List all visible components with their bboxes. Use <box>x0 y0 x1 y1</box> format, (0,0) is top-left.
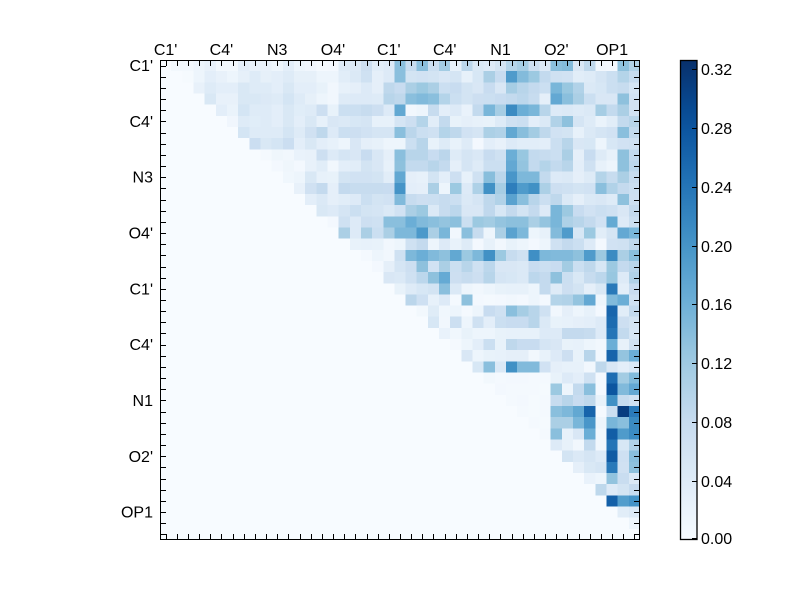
svg-text:C4': C4' <box>129 114 153 131</box>
svg-text:C4': C4' <box>433 42 457 59</box>
svg-text:0.20: 0.20 <box>701 239 732 256</box>
svg-text:0.28: 0.28 <box>701 121 732 138</box>
svg-text:0.08: 0.08 <box>701 415 732 432</box>
svg-text:O2': O2' <box>129 449 153 466</box>
svg-text:C1': C1' <box>154 42 178 59</box>
svg-text:O4': O4' <box>129 226 153 243</box>
svg-text:C1': C1' <box>377 42 401 59</box>
svg-text:C4': C4' <box>129 337 153 354</box>
svg-text:N1: N1 <box>133 393 154 410</box>
svg-text:0.32: 0.32 <box>701 62 732 79</box>
svg-text:0.00: 0.00 <box>701 531 732 548</box>
svg-text:0.04: 0.04 <box>701 474 732 491</box>
svg-text:O4': O4' <box>321 42 345 59</box>
svg-text:OP1: OP1 <box>596 42 628 59</box>
svg-text:OP1: OP1 <box>121 505 153 522</box>
svg-text:C1': C1' <box>129 58 153 75</box>
svg-text:N3: N3 <box>267 42 288 59</box>
svg-text:C4': C4' <box>210 42 234 59</box>
svg-text:N3: N3 <box>133 170 154 187</box>
svg-text:0.16: 0.16 <box>701 297 732 314</box>
svg-text:N1: N1 <box>490 42 511 59</box>
svg-text:C1': C1' <box>129 281 153 298</box>
svg-text:0.12: 0.12 <box>701 356 732 373</box>
svg-text:0.24: 0.24 <box>701 180 732 197</box>
svg-text:O2': O2' <box>544 42 568 59</box>
